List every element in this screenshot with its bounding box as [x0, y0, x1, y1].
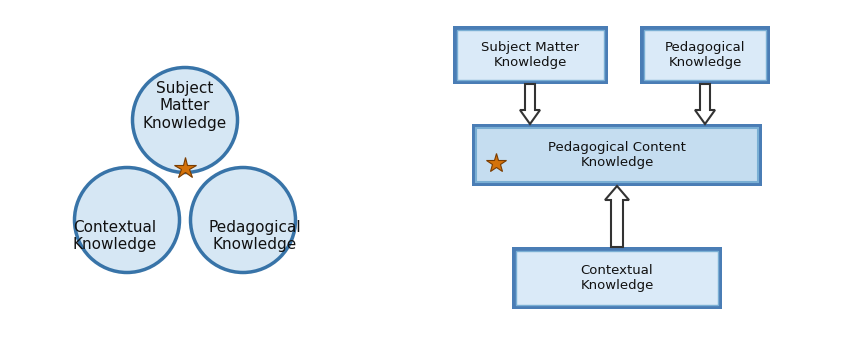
Circle shape — [133, 68, 237, 172]
FancyBboxPatch shape — [452, 26, 608, 84]
Polygon shape — [695, 84, 715, 124]
FancyBboxPatch shape — [640, 26, 770, 84]
Text: Contextual
Knowledge: Contextual Knowledge — [73, 220, 157, 252]
FancyBboxPatch shape — [457, 30, 603, 80]
Polygon shape — [520, 84, 540, 124]
Circle shape — [74, 168, 180, 272]
Text: Subject Matter
Knowledge: Subject Matter Knowledge — [481, 41, 579, 69]
Polygon shape — [605, 186, 629, 247]
Text: Pedagogical
Knowledge: Pedagogical Knowledge — [208, 220, 301, 252]
Text: Pedagogical Content
Knowledge: Pedagogical Content Knowledge — [548, 141, 686, 169]
FancyBboxPatch shape — [512, 247, 722, 309]
FancyBboxPatch shape — [644, 30, 766, 80]
Circle shape — [191, 168, 295, 272]
Text: Contextual
Knowledge: Contextual Knowledge — [581, 264, 654, 292]
Text: Pedagogical
Knowledge: Pedagogical Knowledge — [665, 41, 745, 69]
FancyBboxPatch shape — [476, 128, 758, 182]
FancyBboxPatch shape — [516, 251, 718, 305]
FancyBboxPatch shape — [472, 124, 762, 186]
Text: Subject
Matter
Knowledge: Subject Matter Knowledge — [143, 81, 227, 131]
